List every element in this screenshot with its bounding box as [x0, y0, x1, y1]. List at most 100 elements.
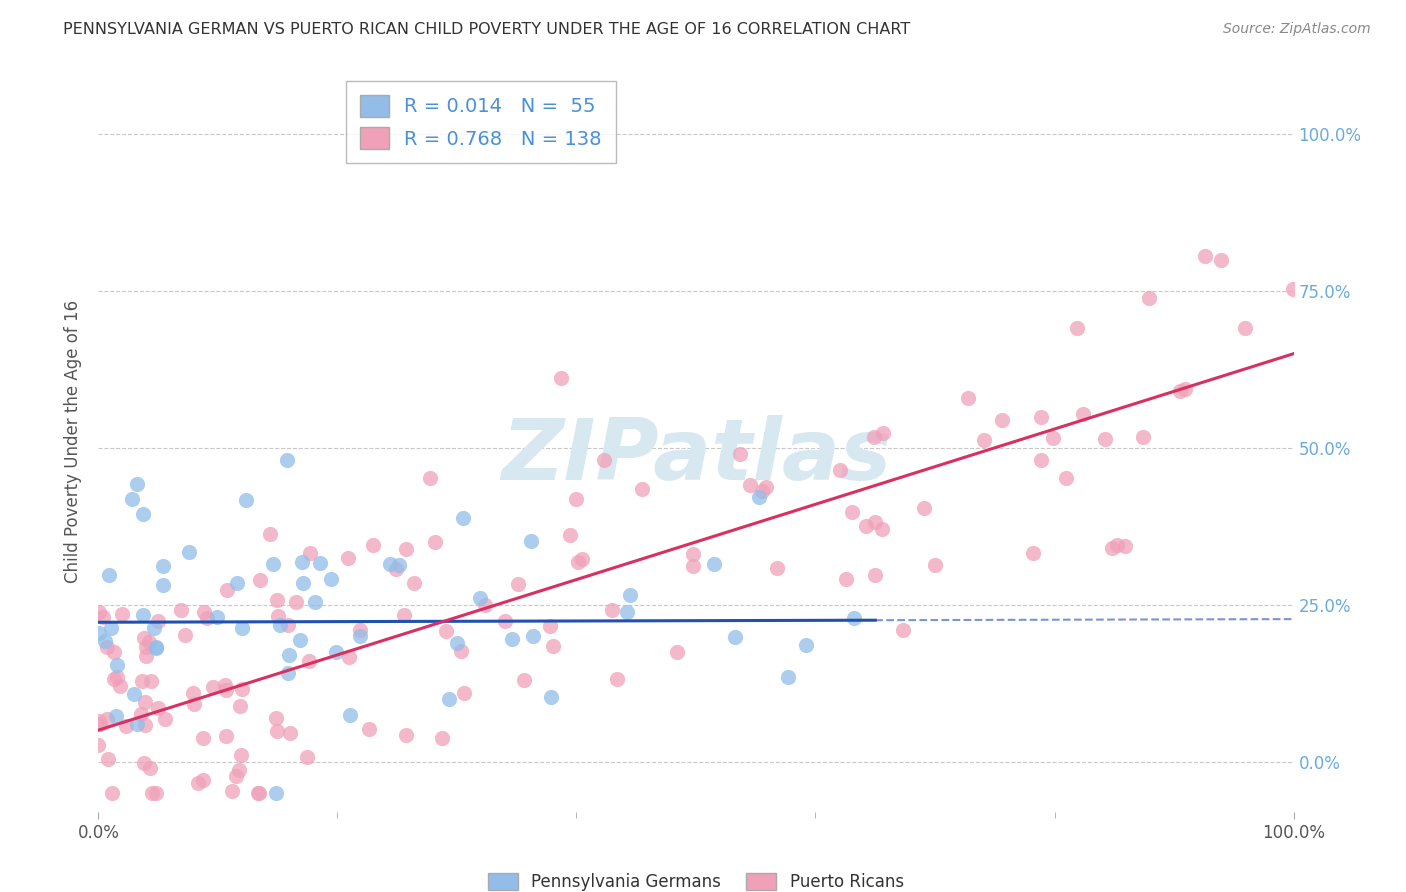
- Point: [541, 639, 564, 653]
- Point: [266, 711, 288, 725]
- Point: [309, 557, 332, 571]
- Point: [600, 602, 623, 616]
- Point: [349, 629, 371, 643]
- Point: [513, 673, 536, 687]
- Point: [215, 682, 238, 697]
- Point: [631, 483, 654, 497]
- Point: [177, 545, 200, 559]
- Point: [146, 701, 169, 715]
- Point: [1114, 539, 1136, 553]
- Point: [267, 609, 290, 624]
- Point: [841, 505, 863, 519]
- Point: [266, 723, 288, 738]
- Point: [395, 541, 418, 556]
- Text: PENNSYLVANIA GERMAN VS PUERTO RICAN CHILD POVERTY UNDER THE AGE OF 16 CORRELATIO: PENNSYLVANIA GERMAN VS PUERTO RICAN CHIL…: [63, 22, 911, 37]
- Point: [991, 413, 1014, 427]
- Point: [728, 447, 751, 461]
- Legend: Pennsylvania Germans, Puerto Ricans: Pennsylvania Germans, Puerto Ricans: [479, 864, 912, 892]
- Point: [100, 621, 122, 635]
- Point: [1071, 407, 1094, 421]
- Point: [131, 673, 153, 688]
- Point: [1168, 384, 1191, 399]
- Point: [794, 639, 817, 653]
- Point: [337, 650, 360, 665]
- Point: [1194, 249, 1216, 263]
- Point: [229, 747, 252, 762]
- Point: [264, 786, 287, 800]
- Point: [298, 654, 321, 668]
- Point: [957, 391, 980, 405]
- Point: [262, 557, 284, 571]
- Point: [451, 511, 474, 525]
- Point: [155, 712, 177, 726]
- Point: [89, 714, 111, 728]
- Point: [143, 621, 166, 635]
- Point: [1174, 383, 1197, 397]
- Point: [450, 644, 472, 658]
- Point: [453, 686, 475, 700]
- Point: [249, 573, 271, 587]
- Point: [912, 501, 935, 516]
- Point: [1132, 430, 1154, 444]
- Point: [891, 624, 914, 638]
- Y-axis label: Child Poverty Under the Age of 16: Child Poverty Under the Age of 16: [65, 300, 83, 583]
- Point: [748, 491, 770, 505]
- Point: [138, 635, 160, 649]
- Point: [215, 729, 238, 743]
- Point: [339, 708, 361, 723]
- Point: [565, 491, 588, 506]
- Point: [863, 430, 886, 444]
- Point: [181, 686, 204, 700]
- Point: [402, 575, 425, 590]
- Point: [174, 628, 197, 642]
- Point: [1137, 291, 1160, 305]
- Point: [474, 598, 496, 612]
- Point: [349, 623, 371, 637]
- Point: [1211, 252, 1233, 267]
- Point: [419, 471, 441, 485]
- Point: [87, 605, 110, 619]
- Point: [228, 764, 250, 778]
- Point: [246, 786, 269, 800]
- Point: [115, 719, 138, 733]
- Point: [277, 618, 299, 632]
- Point: [145, 786, 167, 800]
- Point: [439, 692, 461, 706]
- Point: [247, 786, 270, 800]
- Point: [468, 591, 491, 605]
- Point: [187, 776, 209, 790]
- Point: [132, 507, 155, 521]
- Point: [132, 632, 155, 646]
- Point: [276, 453, 298, 467]
- Point: [336, 551, 359, 566]
- Point: [361, 538, 384, 552]
- Point: [1022, 546, 1045, 560]
- Point: [201, 680, 224, 694]
- Point: [122, 687, 145, 701]
- Point: [520, 533, 543, 548]
- Text: ZIPatlas: ZIPatlas: [501, 415, 891, 498]
- Point: [665, 645, 688, 659]
- Point: [152, 577, 174, 591]
- Point: [111, 607, 134, 622]
- Point: [682, 547, 704, 561]
- Point: [446, 636, 468, 650]
- Point: [751, 483, 773, 498]
- Point: [127, 476, 149, 491]
- Point: [87, 626, 110, 640]
- Point: [152, 558, 174, 573]
- Point: [91, 610, 114, 624]
- Point: [593, 453, 616, 467]
- Point: [1029, 409, 1052, 424]
- Point: [193, 605, 215, 619]
- Point: [606, 672, 628, 686]
- Point: [195, 610, 218, 624]
- Point: [101, 786, 124, 800]
- Point: [225, 769, 247, 783]
- Point: [395, 728, 418, 742]
- Point: [105, 670, 128, 684]
- Text: Source: ZipAtlas.com: Source: ZipAtlas.com: [1223, 22, 1371, 37]
- Point: [870, 522, 893, 536]
- Point: [430, 731, 453, 745]
- Point: [191, 772, 214, 787]
